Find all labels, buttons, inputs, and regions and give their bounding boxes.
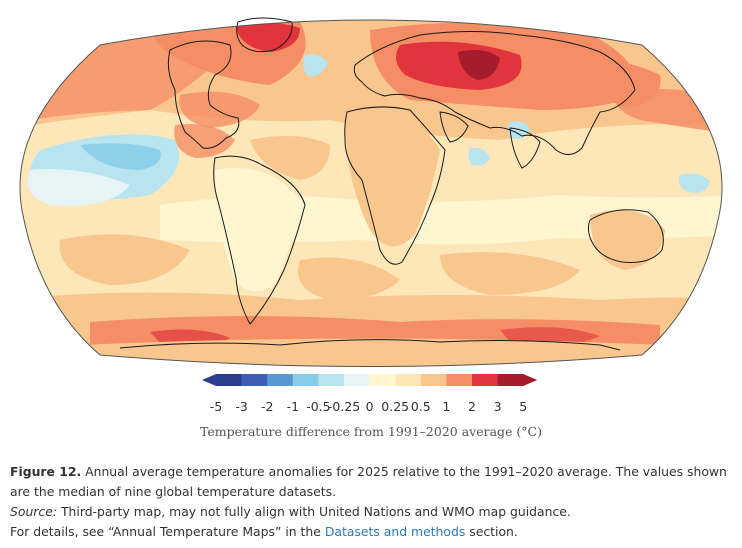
caption-source-line: Source: Third-party map, may not fully a… — [10, 502, 732, 522]
datasets-methods-link[interactable]: Datasets and methods — [324, 524, 466, 539]
legend-tick-label: 0.25 — [381, 399, 409, 414]
anomaly-africa — [345, 111, 440, 247]
temperature-anomaly-map — [19, 17, 723, 367]
legend-tick-label: -5 — [210, 399, 222, 414]
legend-tick-label: -1 — [287, 399, 299, 414]
anomaly-field — [19, 20, 723, 367]
caption-figure-line: Figure 12. Annual average temperature an… — [10, 462, 732, 502]
anomaly-south-atlantic — [298, 257, 400, 300]
figure-text: Annual average temperature anomalies for… — [10, 464, 727, 499]
map-svg — [19, 17, 723, 367]
legend-tick-label: 0.5 — [411, 399, 431, 414]
coast-south-america — [213, 155, 306, 325]
figure-label: Figure 12. — [10, 464, 82, 479]
legend-tick-label: 0 — [366, 399, 374, 414]
caption-details-line: For details, see “Annual Temperature Map… — [10, 522, 732, 542]
coast-north-america — [167, 40, 240, 149]
anomaly-south-america — [215, 168, 300, 292]
details-before: For details, see “Annual Temperature Map… — [10, 524, 325, 539]
anomaly-central-pacific-cool — [468, 147, 490, 166]
coast-australia — [587, 209, 664, 263]
anomaly-australia — [590, 210, 665, 270]
coast-arabia — [439, 111, 469, 143]
legend-tick-label: 2 — [468, 399, 476, 414]
anomaly-pacific-maritime-cool — [679, 173, 710, 193]
legend-arrow-left — [202, 374, 216, 386]
legend-bin — [420, 374, 447, 386]
legend-bins — [202, 374, 538, 386]
color-legend: -5 -3 -2 -1 -0.5-0.25 0 0.25 0.5 1 2 3 5 — [202, 374, 538, 414]
anomaly-gulf-stream — [174, 124, 235, 158]
figure-caption: Figure 12. Annual average temperature an… — [10, 462, 732, 542]
coast-greenland — [236, 17, 293, 53]
legend-tick-label: -3 — [235, 399, 247, 414]
anomaly-south-pacific — [59, 234, 191, 285]
legend-bin — [497, 374, 524, 386]
anomaly-greenland-hotspot — [235, 22, 300, 52]
legend-tick-label: 3 — [494, 399, 502, 414]
coast-india — [509, 127, 541, 169]
anomaly-east-pacific-edge — [27, 169, 130, 206]
coast-antarctica — [119, 339, 621, 351]
anomaly-north-pacific-cool — [303, 54, 328, 77]
legend-bin — [292, 374, 319, 386]
coast-africa — [344, 106, 446, 265]
anomaly-siberia-hotspot — [458, 50, 500, 80]
source-label: Source: — [10, 504, 58, 519]
legend-ticks: -5 -3 -2 -1 -0.5-0.25 0 0.25 0.5 1 2 3 5 — [210, 399, 527, 414]
legend-bin — [318, 374, 345, 386]
legend-tick-label: -0.5 — [306, 399, 330, 414]
coast-eurasia — [353, 31, 636, 155]
legend-bin — [344, 374, 370, 386]
source-text: Third-party map, may not fully align wit… — [57, 504, 571, 519]
anomaly-east-pacific-core — [80, 143, 161, 170]
details-after: section. — [465, 524, 518, 539]
legend-bin — [267, 374, 294, 386]
legend-bin — [369, 374, 396, 386]
legend-bin — [216, 374, 242, 386]
map-outline — [19, 19, 723, 367]
legend-title: Temperature difference from 1991–2020 av… — [199, 424, 543, 439]
legend-bin — [446, 374, 473, 386]
coastlines — [119, 17, 664, 351]
anomaly-north-atlantic — [179, 91, 260, 128]
legend-bin — [395, 374, 422, 386]
legend-tick-label: -0.25 — [328, 399, 360, 414]
anomaly-antarctica — [80, 338, 662, 367]
legend-arrow-right — [523, 374, 538, 386]
legend-tick-label: -2 — [261, 399, 273, 414]
legend-tick-label: 5 — [519, 399, 527, 414]
legend-bin — [472, 374, 498, 386]
anomaly-south-indian — [440, 252, 580, 295]
anomaly-mid-atlantic — [250, 136, 330, 180]
legend-tick-label: 1 — [442, 399, 450, 414]
legend-bin — [241, 374, 268, 386]
